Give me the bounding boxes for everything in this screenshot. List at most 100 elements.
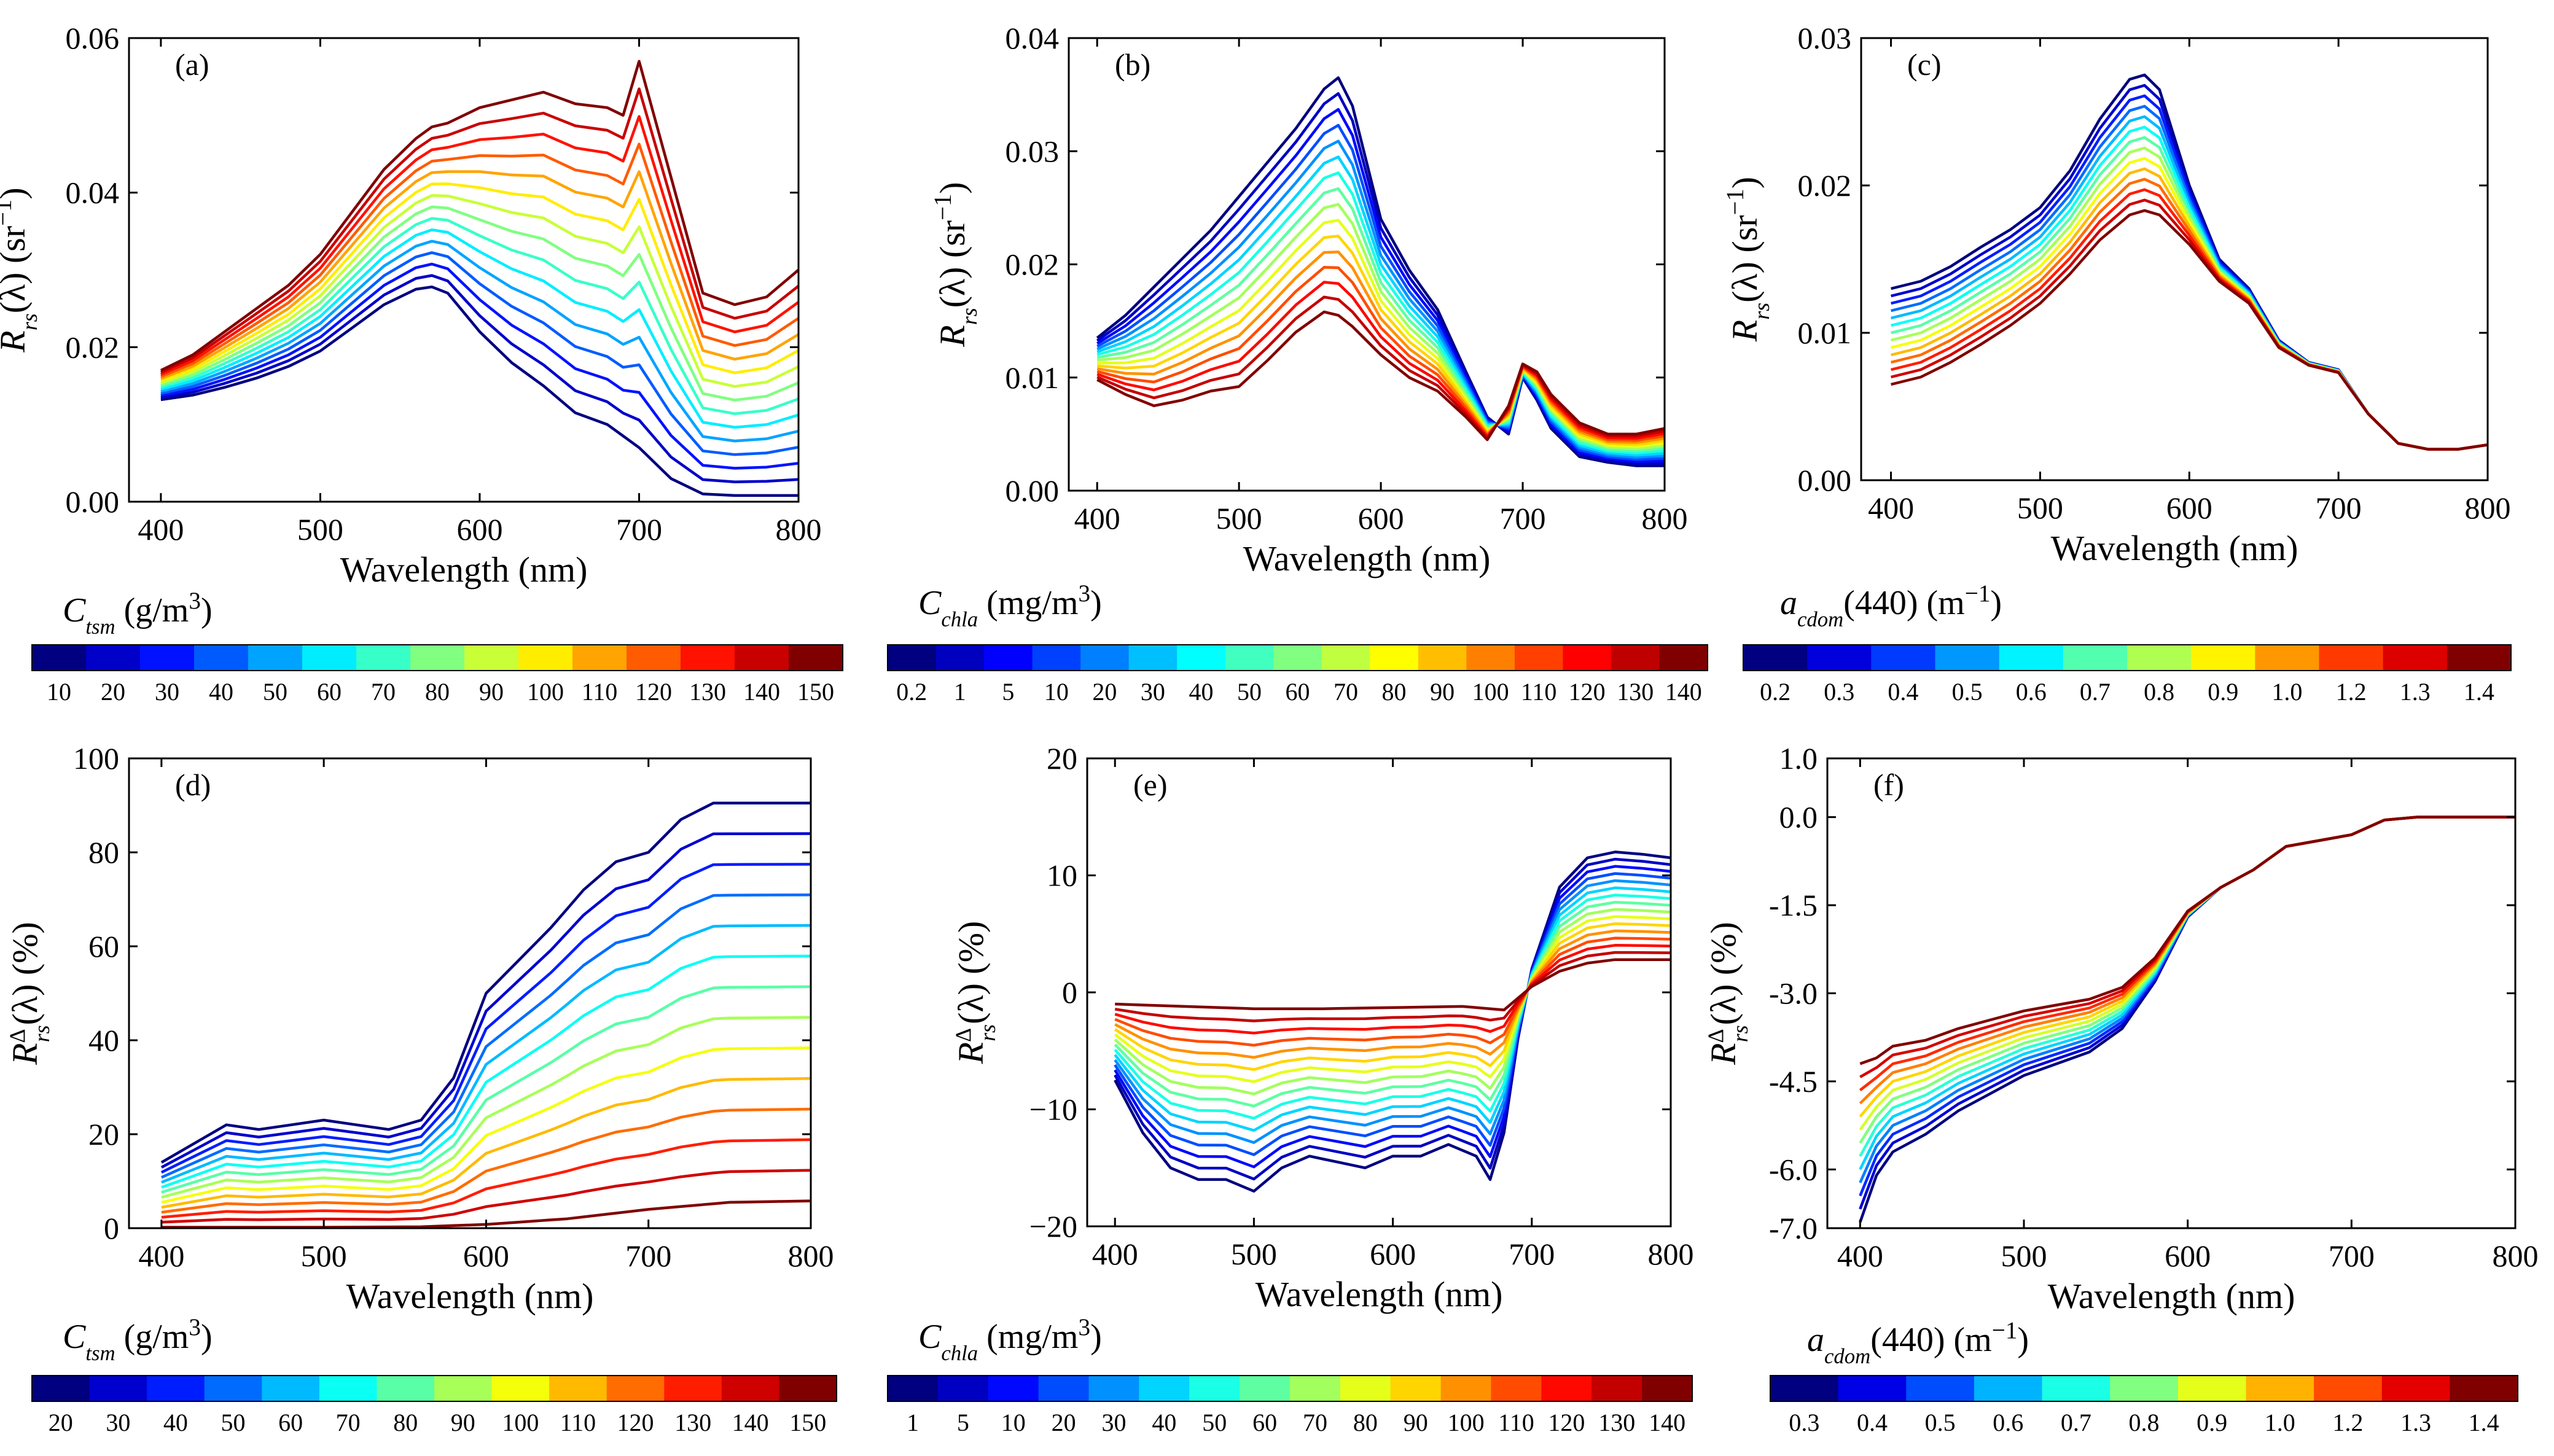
colorbar-cell (2042, 1376, 2111, 1401)
series-line (1115, 958, 1671, 1011)
series-line (161, 1107, 811, 1214)
y-tick-label: 20 (88, 1117, 119, 1151)
y-tick-label: 0.01 (1798, 316, 1852, 350)
series-line (161, 954, 811, 1189)
y-axis-label: Rrs(λ) (sr−1) (929, 182, 982, 347)
colorbar-label: 80 (425, 678, 450, 706)
series-line (160, 262, 799, 470)
series-line (160, 832, 811, 1169)
y-tick-label: 0.06 (66, 21, 120, 55)
colorbar-cell (1038, 1376, 1089, 1401)
series-line (1096, 266, 1665, 442)
colorbar-cell (2110, 1376, 2179, 1401)
y-tick-label: 0.01 (1006, 360, 1060, 395)
colorbar-cell (627, 645, 681, 671)
y-tick-label: -1.5 (1769, 888, 1818, 922)
y-tick-label: 10 (1047, 858, 1077, 893)
chart-panel-d: 400 500 600 700 800 0 20 40 60 80 100 (d) Wavelength… (5, 741, 837, 1436)
series-line (160, 228, 799, 429)
series-line (1114, 851, 1671, 1193)
colorbar-label: 0.8 (2144, 678, 2174, 706)
y-tick-label: 0.00 (1798, 463, 1852, 497)
colorbar-label: 30 (1101, 1409, 1126, 1436)
colorbar-cell (1088, 1376, 1139, 1401)
colorbar-cell (2314, 1376, 2383, 1401)
series-line (1114, 944, 1671, 1035)
series-line (1114, 872, 1671, 1156)
x-tick-label: 700 (2329, 1239, 2375, 1273)
series-line (1096, 76, 1665, 467)
colorbar-title: Ctsm (g/m3) (63, 1314, 213, 1365)
colorbar-cell (356, 645, 411, 671)
colorbar-cell (319, 1376, 377, 1401)
colorbar-cell (518, 645, 573, 671)
x-tick-label: 700 (616, 512, 662, 547)
colorbar-cell (2255, 645, 2319, 671)
x-axis-label: Wavelength (nm) (2048, 1276, 2295, 1316)
x-tick-label: 500 (2001, 1239, 2047, 1273)
chart-panel-f: 400 500 600 700 800 -7.0 -6.0 -4.5 -3.0 -1.5 0.0 1.… (1703, 741, 2539, 1436)
series-line (1096, 187, 1665, 453)
x-tick-label: 500 (301, 1239, 347, 1273)
series-line (160, 87, 799, 374)
colorbar-label: 150 (797, 678, 834, 706)
colorbar-cell (1563, 645, 1612, 671)
colorbar-cell (204, 1376, 262, 1401)
colorbar-cell (302, 645, 357, 671)
series-line (160, 205, 799, 402)
series-line (1859, 816, 2515, 1144)
colorbar-label: 70 (371, 678, 396, 706)
series-line (1096, 139, 1665, 459)
series-lines (160, 60, 799, 497)
colorbar-label: 50 (1237, 678, 1262, 706)
colorbar-label: 0.2 (896, 678, 927, 706)
series-lines (1859, 816, 2515, 1223)
colorbar-cell (1974, 1376, 2043, 1401)
x-tick-label: 400 (1868, 491, 1914, 525)
colorbar-cell (1225, 645, 1274, 671)
colorbar-cell (2319, 645, 2384, 671)
colorbar-label: 70 (336, 1409, 361, 1436)
x-tick-label: 700 (1509, 1237, 1555, 1271)
colorbar-cell (2383, 645, 2448, 671)
y-tick-label: 0.04 (1006, 21, 1060, 55)
y-tick-label: 0.03 (1798, 21, 1852, 55)
colorbar-label: 50 (221, 1409, 246, 1436)
series-line (1859, 816, 2515, 1223)
y-tick-label: 0 (104, 1211, 119, 1245)
colorbar-cell (1139, 1376, 1190, 1401)
colorbar-label: 90 (451, 1409, 475, 1436)
series-line (1096, 203, 1665, 451)
x-tick-label: 700 (2316, 491, 2362, 525)
series-line (1096, 171, 1665, 455)
y-tick-label: 0.00 (1006, 473, 1060, 508)
y-tick-label: 80 (88, 835, 119, 870)
chart-panel-b: 400 500 600 700 800 0.00 0.01 0.02 0.03 0.04 (b) Wa… (887, 21, 1708, 706)
colorbar-cell (1514, 645, 1563, 671)
colorbar-cell (1642, 1376, 1693, 1401)
colorbar-label: 100 (1448, 1409, 1485, 1436)
colorbar-label: 70 (1303, 1409, 1327, 1436)
colorbar-cell (1032, 645, 1081, 671)
y-tick-label: 0.02 (1798, 168, 1852, 203)
x-tick-label: 600 (2166, 491, 2212, 525)
series-line (1859, 816, 2515, 1183)
colorbar-label: 90 (479, 678, 504, 706)
colorbar-label: 1.2 (2336, 678, 2367, 706)
colorbar-label: 0.5 (1925, 1409, 1956, 1436)
colorbar-label: 5 (1002, 678, 1014, 706)
colorbar-cell (1418, 645, 1467, 671)
colorbar: 0.3 0.4 0.5 0.6 0.7 0.8 0.9 1.0 1.2 1.3 1.4 acdom(4… (1770, 1317, 2518, 1436)
colorbar-label: 110 (560, 1409, 596, 1436)
chart-panel-c: 400 500 600 700 800 0.00 0.01 0.02 0.03 (c) Wavele… (1721, 21, 2512, 706)
colorbar-cell (1340, 1376, 1391, 1401)
colorbar-label: 1.4 (2464, 678, 2494, 706)
colorbar-label: 0.6 (1993, 1409, 2023, 1436)
y-tick-label: 0 (1062, 975, 1077, 1010)
colorbar-label: 10 (1001, 1409, 1026, 1436)
colorbar-label: 70 (1334, 678, 1358, 706)
series-line (1859, 816, 2515, 1118)
y-tick-label: 0.0 (1779, 800, 1818, 835)
colorbar-cell (888, 1376, 939, 1401)
